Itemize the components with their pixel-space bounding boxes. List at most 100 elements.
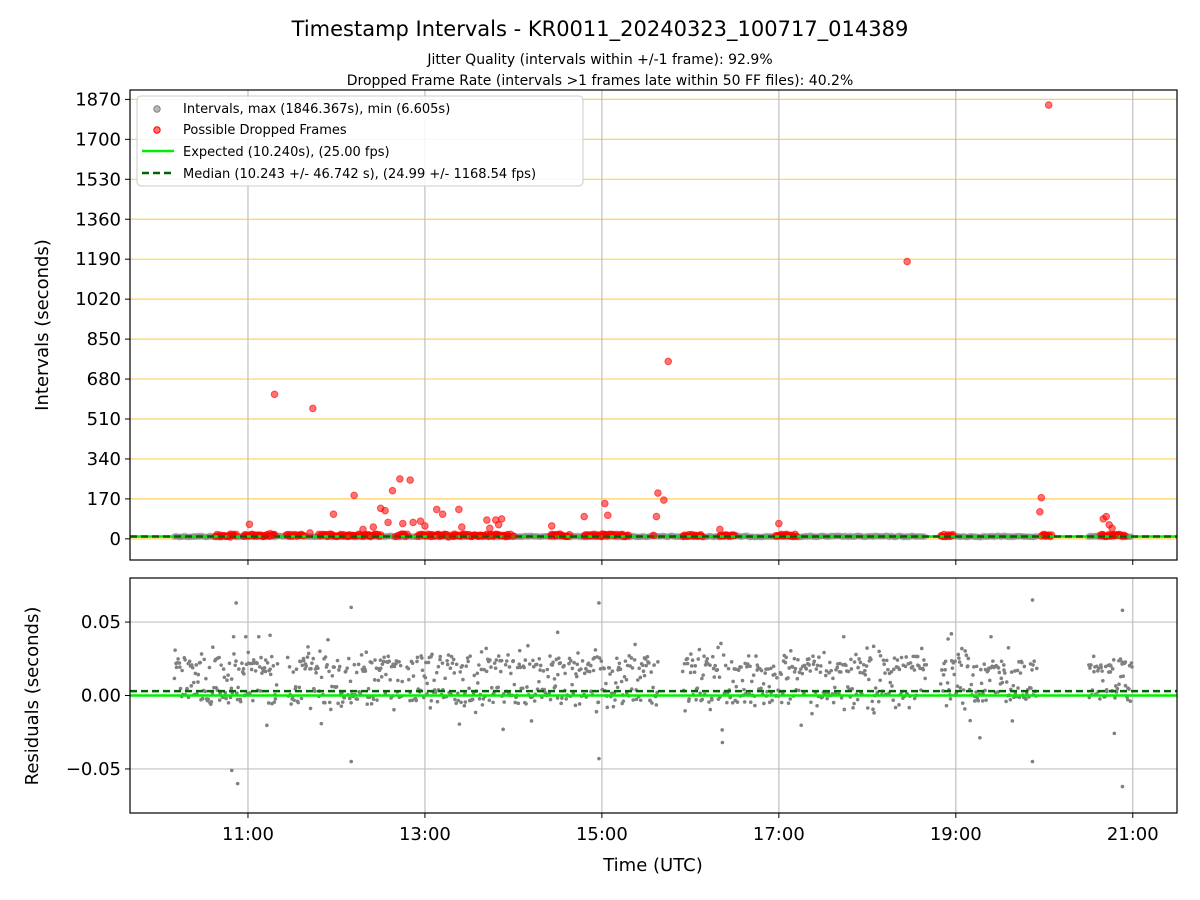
residual-point bbox=[656, 660, 660, 664]
residual-point bbox=[779, 700, 784, 705]
dropped-frame-point bbox=[399, 519, 407, 528]
residual-point bbox=[347, 696, 352, 701]
residual-point bbox=[473, 710, 478, 715]
residual-point bbox=[185, 686, 189, 691]
residual-point bbox=[958, 686, 963, 690]
residual-point bbox=[731, 679, 735, 684]
residual-point bbox=[910, 664, 915, 669]
residual-point bbox=[538, 668, 542, 672]
residual-point bbox=[793, 666, 798, 671]
residual-point bbox=[865, 646, 869, 650]
intervals-plot: 0 170 340 510 680 850 1020 1190 1360 1530 1700 1870… bbox=[32, 89, 1178, 565]
residual-point bbox=[396, 678, 400, 683]
residual-point bbox=[400, 679, 404, 684]
residual-point bbox=[759, 668, 764, 673]
residual-point bbox=[621, 699, 626, 703]
residual-point bbox=[949, 632, 954, 636]
residual-point bbox=[241, 667, 246, 671]
residual-point bbox=[863, 672, 868, 677]
residual-point bbox=[918, 666, 922, 671]
residual-point bbox=[512, 682, 517, 687]
residual-point bbox=[795, 676, 800, 681]
residual-point bbox=[293, 685, 298, 689]
residual-point bbox=[1121, 674, 1126, 679]
residual-point bbox=[943, 659, 948, 664]
residual-point bbox=[1035, 666, 1039, 671]
residual-point bbox=[330, 684, 334, 689]
residual-point bbox=[983, 688, 987, 693]
residual-point bbox=[438, 654, 443, 659]
residual-point bbox=[796, 657, 800, 662]
residual-point bbox=[950, 666, 955, 670]
residual-point bbox=[849, 667, 854, 671]
residual-point bbox=[1098, 697, 1102, 701]
y-tick-label: 680 bbox=[87, 369, 121, 390]
residual-point bbox=[708, 707, 713, 712]
dropped-frame-point bbox=[486, 524, 494, 533]
residual-point bbox=[687, 697, 691, 701]
residual-point bbox=[420, 656, 424, 660]
dropped-frame-point bbox=[344, 532, 353, 541]
residual-point bbox=[941, 673, 946, 677]
residual-point bbox=[349, 700, 353, 705]
y-tick-label: 340 bbox=[87, 449, 121, 470]
residual-point bbox=[545, 667, 550, 672]
residual-point bbox=[964, 653, 969, 657]
residual-point bbox=[775, 675, 779, 680]
residual-point bbox=[579, 667, 583, 671]
residual-point bbox=[971, 673, 975, 677]
residual-point bbox=[1100, 669, 1104, 673]
residual-point bbox=[719, 641, 723, 646]
figure-subtitle-jitter: Jitter Quality (intervals within +/-1 fr… bbox=[426, 52, 772, 68]
residual-point bbox=[248, 691, 252, 695]
residual-point bbox=[387, 659, 392, 664]
residual-point bbox=[203, 689, 208, 694]
residual-point bbox=[596, 700, 601, 705]
residual-point bbox=[304, 664, 308, 668]
y-tick-label: 850 bbox=[87, 329, 121, 350]
residual-point bbox=[982, 662, 987, 666]
residual-point bbox=[761, 681, 766, 686]
residual-point bbox=[784, 655, 788, 660]
residual-point bbox=[783, 660, 788, 665]
residual-point bbox=[922, 658, 926, 662]
residual-point bbox=[506, 653, 510, 657]
residual-point bbox=[457, 722, 462, 726]
y-tick-label: 1190 bbox=[75, 249, 121, 270]
residual-point bbox=[446, 653, 451, 657]
residual-point bbox=[974, 664, 979, 669]
residual-point bbox=[615, 685, 620, 690]
residual-point bbox=[221, 667, 226, 671]
residual-point bbox=[336, 701, 340, 706]
residual-point bbox=[363, 669, 368, 673]
legend-marker-dropped bbox=[153, 126, 161, 134]
residual-point bbox=[479, 667, 484, 672]
residual-point bbox=[219, 663, 223, 667]
residual-point bbox=[851, 706, 855, 710]
dropped-frame-point bbox=[432, 505, 441, 514]
residual-point bbox=[407, 677, 411, 682]
dropped-frame-point bbox=[497, 515, 506, 523]
dropped-frame-point bbox=[1040, 531, 1049, 540]
legend-label-dropped: Possible Dropped Frames bbox=[183, 123, 347, 138]
residual-point bbox=[509, 671, 513, 676]
residual-point bbox=[1032, 659, 1036, 663]
residual-point bbox=[815, 663, 820, 668]
residual-point bbox=[465, 656, 470, 660]
residual-point bbox=[398, 663, 403, 668]
residual-point bbox=[957, 656, 961, 660]
residual-point bbox=[852, 660, 857, 664]
residual-point bbox=[959, 663, 964, 668]
residual-point bbox=[460, 663, 465, 668]
residual-point bbox=[685, 661, 690, 666]
residual-point bbox=[263, 658, 268, 662]
residual-point bbox=[204, 676, 208, 681]
residual-point bbox=[858, 660, 863, 665]
residual-point bbox=[371, 697, 376, 702]
residual-point bbox=[921, 667, 926, 672]
residual-point bbox=[319, 675, 324, 680]
y-tick-label: 1700 bbox=[75, 129, 121, 150]
residual-point bbox=[888, 680, 893, 685]
residual-point bbox=[708, 663, 712, 667]
